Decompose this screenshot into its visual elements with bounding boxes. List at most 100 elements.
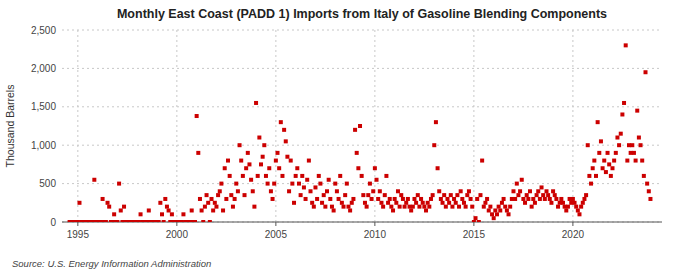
point — [554, 197, 558, 201]
point — [213, 201, 217, 205]
point — [470, 205, 474, 209]
point — [553, 193, 557, 197]
point — [393, 197, 397, 201]
point — [607, 162, 611, 166]
point — [233, 197, 237, 201]
point — [610, 166, 614, 170]
point — [342, 205, 346, 209]
point — [478, 193, 482, 197]
x-tick-label: 1995 — [67, 229, 90, 240]
point — [544, 189, 548, 193]
point — [271, 197, 275, 201]
point — [259, 162, 263, 166]
point — [475, 197, 479, 201]
point — [581, 201, 585, 205]
point — [309, 189, 313, 193]
point — [582, 197, 586, 201]
point — [403, 205, 407, 209]
point — [280, 174, 284, 178]
point — [332, 208, 336, 212]
point — [365, 205, 369, 209]
x-tick — [374, 222, 375, 226]
point — [488, 205, 492, 209]
point — [571, 197, 575, 201]
point — [436, 166, 440, 170]
x-tick-label: 2010 — [364, 229, 387, 240]
point — [442, 193, 446, 197]
point — [632, 151, 636, 155]
point — [201, 220, 205, 222]
point — [226, 159, 230, 163]
point — [487, 208, 491, 212]
point — [106, 201, 110, 205]
point — [241, 174, 245, 178]
point — [432, 143, 436, 147]
point — [469, 197, 473, 201]
point — [401, 197, 405, 201]
point — [599, 139, 603, 143]
point — [351, 197, 355, 201]
point — [315, 197, 319, 201]
point — [615, 136, 619, 140]
point — [399, 193, 403, 197]
point — [252, 205, 256, 209]
point — [378, 189, 382, 193]
point — [157, 220, 161, 222]
point — [474, 216, 478, 220]
point — [421, 201, 425, 205]
point — [414, 201, 418, 205]
point — [327, 178, 331, 182]
point — [304, 197, 308, 201]
x-tick-label: 2000 — [166, 229, 189, 240]
point — [355, 151, 359, 155]
y-grid-line — [62, 145, 662, 146]
x-grid-line — [473, 30, 474, 222]
point — [198, 197, 202, 201]
point — [480, 159, 484, 163]
point — [297, 182, 301, 186]
point — [564, 208, 568, 212]
point — [338, 174, 342, 178]
point — [622, 101, 626, 105]
point — [566, 205, 570, 209]
point — [637, 136, 641, 140]
point — [617, 143, 621, 147]
point — [535, 193, 539, 197]
point — [221, 208, 225, 212]
y-grid-line — [62, 106, 662, 107]
x-tick-label: 2005 — [265, 229, 288, 240]
point — [426, 201, 430, 205]
point — [117, 182, 121, 186]
point — [294, 174, 298, 178]
y-tick-label: 1,000 — [31, 140, 56, 151]
point — [276, 151, 280, 155]
point — [122, 205, 126, 209]
point — [485, 197, 489, 201]
point — [249, 178, 253, 182]
point — [640, 159, 644, 163]
point — [644, 70, 648, 74]
point — [214, 205, 218, 209]
point — [538, 197, 542, 201]
point — [262, 143, 266, 147]
point — [422, 205, 426, 209]
x-tick — [77, 222, 78, 226]
point — [343, 193, 347, 197]
title: Monthly East Coast (PADD 1) Imports from… — [117, 7, 607, 21]
point — [589, 182, 593, 186]
point — [234, 182, 238, 186]
point — [455, 193, 459, 197]
point — [620, 112, 624, 116]
point — [320, 201, 324, 205]
point — [381, 205, 385, 209]
point — [497, 205, 501, 209]
point — [384, 174, 388, 178]
point — [444, 205, 448, 209]
point — [404, 201, 408, 205]
point — [520, 178, 524, 182]
point — [346, 205, 350, 209]
y-grid-line — [62, 183, 662, 184]
point — [307, 159, 311, 163]
point — [526, 197, 530, 201]
point — [447, 201, 451, 205]
